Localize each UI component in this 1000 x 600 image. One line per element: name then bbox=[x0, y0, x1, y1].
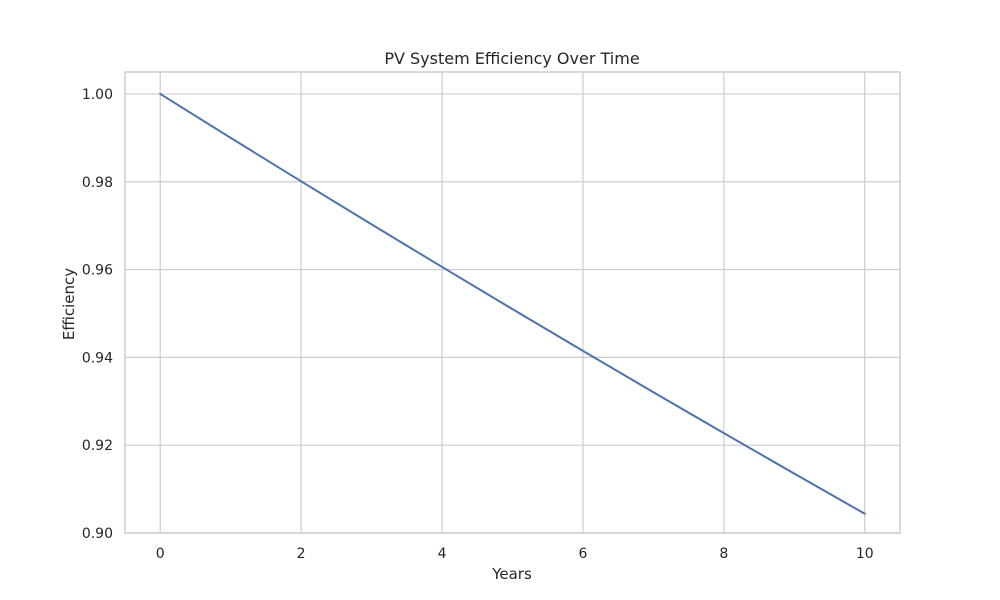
x-axis-ticks: 0 2 4 6 8 10 bbox=[156, 546, 874, 562]
plot-frame bbox=[124, 71, 901, 534]
y-tick-label-1.00: 1.00 bbox=[82, 87, 113, 103]
y-tick-label-0.92: 0.92 bbox=[82, 438, 113, 454]
efficiency-data-point-5 bbox=[510, 307, 515, 312]
y-tick-label-0.94: 0.94 bbox=[82, 350, 113, 366]
efficiency-data-point-3 bbox=[369, 222, 374, 227]
y-tick-label-0.98: 0.98 bbox=[82, 175, 113, 191]
x-axis-label: Years bbox=[491, 565, 532, 583]
efficiency-data-point-0 bbox=[158, 91, 163, 96]
grid-layer bbox=[125, 72, 900, 534]
x-tick-label-8: 8 bbox=[719, 546, 728, 562]
efficiency-data-point-8 bbox=[721, 431, 726, 436]
x-tick-label-2: 2 bbox=[297, 546, 306, 562]
efficiency-data-point-1 bbox=[228, 135, 233, 140]
y-tick-label-0.96: 0.96 bbox=[82, 263, 113, 279]
series-layer bbox=[158, 91, 867, 516]
y-axis-label: Efficiency bbox=[60, 268, 78, 340]
efficiency-data-point-10 bbox=[862, 511, 867, 516]
efficiency-series-line-1 bbox=[159, 92, 866, 515]
chart-title: PV System Efficiency Over Time bbox=[384, 49, 639, 68]
x-tick-label-6: 6 bbox=[578, 546, 587, 562]
efficiency-data-point-7 bbox=[651, 390, 656, 395]
x-tick-label-0: 0 bbox=[156, 546, 165, 562]
y-tick-label-0.90: 0.90 bbox=[82, 526, 113, 542]
x-tick-label-4: 4 bbox=[438, 546, 447, 562]
y-axis-ticks: 0.90 0.92 0.94 0.96 0.98 1.00 bbox=[82, 87, 113, 542]
x-tick-label-10: 10 bbox=[856, 546, 874, 562]
efficiency-data-point-6 bbox=[580, 348, 585, 353]
efficiency-data-point-4 bbox=[440, 264, 445, 269]
efficiency-data-point-9 bbox=[792, 471, 797, 476]
efficiency-data-point-2 bbox=[299, 179, 304, 184]
